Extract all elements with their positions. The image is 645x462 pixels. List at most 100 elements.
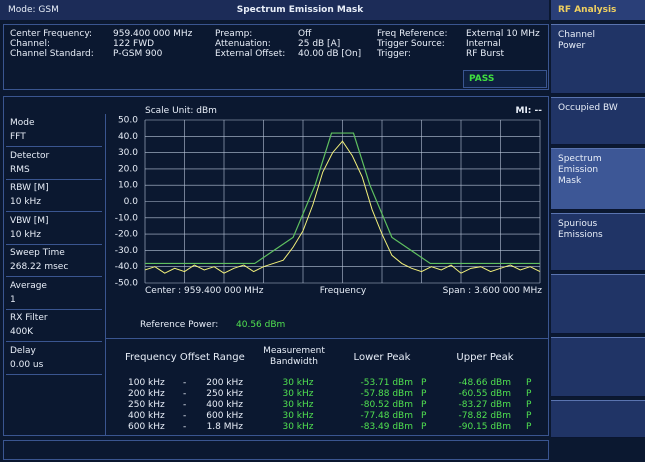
table-cell: -	[183, 411, 187, 421]
sidebar-panel	[3, 114, 106, 436]
column-header: Measurement Bandwidth	[263, 346, 325, 367]
info-text: External Offset:	[215, 49, 286, 59]
table-cell: -83.27 dBm	[458, 400, 511, 410]
setting-divider	[6, 211, 102, 212]
column-header: Frequency Offset Range	[125, 352, 245, 363]
info-text: External 10 MHz	[466, 29, 540, 39]
menu-button-label[interactable]: Spurious Emissions	[558, 219, 603, 240]
info-text: Trigger Source:	[377, 39, 445, 49]
table-cell: -78.82 dBm	[458, 411, 511, 421]
info-text: Off	[298, 29, 312, 39]
table-cell: -	[183, 400, 187, 410]
menu-button[interactable]	[551, 274, 645, 334]
status-pass: PASS	[469, 74, 495, 84]
title-bar	[0, 0, 549, 20]
setting-label: RX Filter	[10, 313, 48, 323]
setting-divider	[6, 146, 102, 147]
table-cell: -77.48 dBm	[360, 411, 413, 421]
screen-title: Spectrum Emission Mask	[236, 5, 364, 15]
setting-value: RMS	[10, 164, 30, 175]
setting-value: 10 kHz	[10, 197, 42, 207]
setting-divider	[6, 373, 102, 375]
table-cell: 1.8 MHz	[206, 422, 243, 432]
info-text: Attenuation:	[215, 39, 271, 49]
setting-value: 1	[10, 294, 16, 305]
setting-value: 400K	[10, 327, 34, 337]
table-cell: 100 kHz	[128, 378, 165, 388]
scale-unit: Scale Unit: dBm	[145, 106, 217, 116]
menu-button-label[interactable]: Spectrum Emission Mask	[558, 154, 602, 186]
info-text: RF Burst	[466, 49, 505, 59]
table-cell: 200 kHz	[206, 378, 243, 388]
table-cell: -60.55 dBm	[458, 389, 511, 399]
menu-button[interactable]	[551, 400, 645, 438]
table-cell: -90.15 dBm	[458, 422, 511, 432]
menu-button[interactable]	[551, 24, 645, 94]
table-cell: 30 kHz	[282, 378, 314, 388]
table-cell: -57.88 dBm	[360, 389, 413, 399]
table-cell: -53.71 dBm	[360, 378, 413, 388]
setting-label: VBW [M]	[10, 215, 49, 226]
table-cell: -83.49 dBm	[360, 422, 413, 432]
y-tick-label: 50.0	[118, 116, 138, 126]
setting-label: Mode	[10, 118, 35, 128]
x-axis-label: Frequency	[319, 286, 367, 296]
menu-button[interactable]	[551, 97, 645, 145]
y-tick-label: -50.0	[115, 279, 139, 289]
spectrum-trace	[144, 140, 541, 274]
setting-divider	[6, 341, 102, 342]
center-frequency: Center : 959.400 000 MHz	[145, 286, 264, 296]
mode-label: Mode: GSM	[8, 5, 59, 15]
setting-label: Delay	[10, 345, 36, 356]
menu-button-label[interactable]: Occupied BW	[558, 103, 618, 113]
table-cell: 200 kHz	[128, 389, 165, 399]
info-text: 122 FWD	[113, 39, 155, 49]
info-panel	[3, 24, 549, 90]
setting-label: RBW [M]	[10, 183, 49, 193]
menu-button[interactable]	[551, 337, 645, 397]
menu-button[interactable]	[551, 213, 645, 271]
table-cell: 30 kHz	[282, 422, 314, 432]
status-box	[463, 70, 547, 88]
setting-value: 268.22 msec	[10, 262, 69, 272]
menu-title: RF Analysis	[558, 5, 617, 15]
setting-divider	[6, 243, 102, 245]
table-cell: 600 kHz	[206, 411, 243, 421]
info-text: Center Frequency:	[10, 29, 93, 39]
menu-button-label[interactable]: Channel Power	[558, 30, 595, 51]
table-cell: P	[526, 422, 532, 432]
table-cell: 30 kHz	[282, 400, 314, 410]
table-cell: P	[421, 422, 427, 432]
reference-value: 40.56 dBm	[236, 320, 286, 330]
menu-button[interactable]	[551, 148, 645, 210]
table-cell: 30 kHz	[282, 411, 314, 421]
y-tick-label: -40.0	[115, 262, 139, 272]
info-text: 40.00 dB [On]	[298, 49, 362, 59]
table-cell: P	[421, 378, 427, 388]
setting-label: Sweep Time	[10, 248, 65, 258]
setting-divider	[6, 308, 102, 310]
table-cell: P	[526, 389, 532, 399]
info-text: Freq Reference:	[377, 29, 448, 39]
y-tick-label: 20.0	[118, 164, 138, 174]
info-text: Trigger:	[377, 49, 411, 59]
info-text: Channel:	[10, 39, 50, 49]
column-header: Lower Peak	[353, 352, 411, 363]
table-cell: -80.52 dBm	[360, 400, 413, 410]
table-cell: P	[526, 400, 532, 410]
table-cell: 250 kHz	[128, 400, 165, 410]
table-cell: -	[183, 378, 187, 388]
table-cell: 400 kHz	[206, 400, 243, 410]
table-panel	[106, 338, 549, 436]
info-text: Internal	[466, 39, 501, 49]
table-cell: 600 kHz	[128, 422, 165, 432]
reference-label: Reference Power:	[140, 320, 219, 330]
table-cell: -	[183, 422, 187, 432]
table-cell: 30 kHz	[282, 389, 314, 399]
y-tick-label: 30.0	[118, 148, 138, 158]
info-text: 25 dB [A]	[298, 39, 341, 49]
limit-mask	[145, 132, 540, 265]
info-text: 959.400 000 MHz	[113, 29, 193, 39]
setting-divider	[6, 276, 102, 277]
